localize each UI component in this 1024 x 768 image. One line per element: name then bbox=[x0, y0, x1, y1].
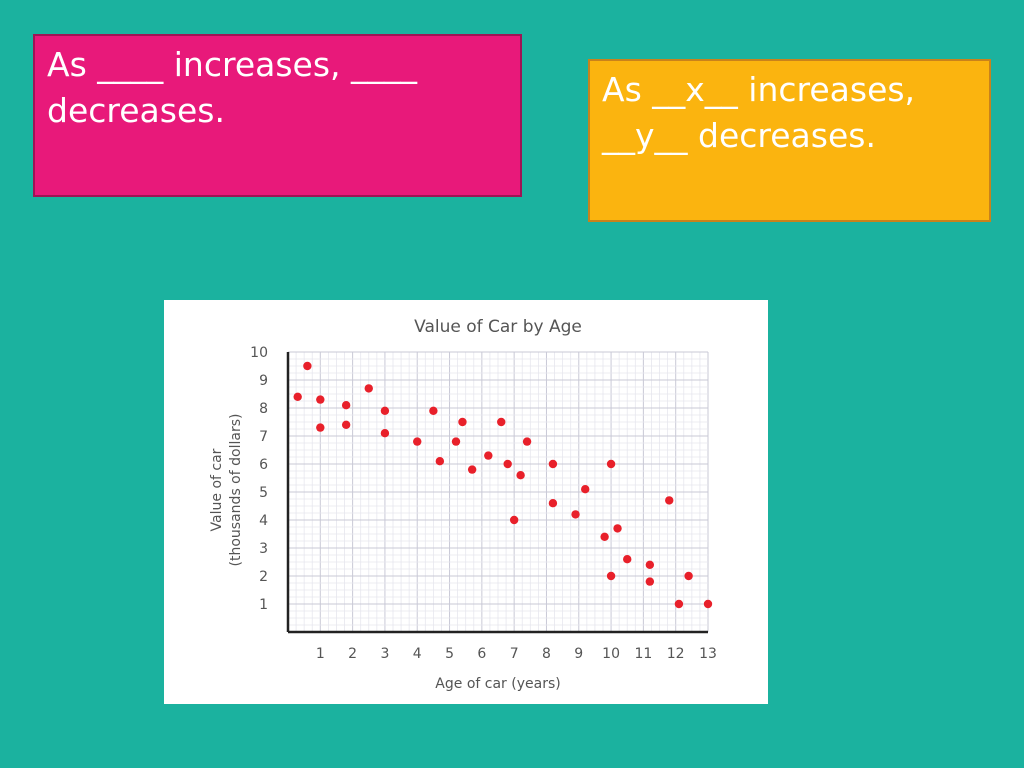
scatter-point bbox=[571, 510, 580, 519]
scatter-point bbox=[645, 577, 655, 586]
prompt-filled-text: As __x__ increases, __y__ decreases. bbox=[602, 70, 916, 155]
scatter-point bbox=[503, 459, 512, 469]
x-tick-label: 5 bbox=[445, 646, 454, 662]
scatter-point bbox=[509, 515, 519, 525]
scatter-point bbox=[316, 423, 325, 432]
scatter-point bbox=[303, 361, 312, 371]
x-tick-label: 3 bbox=[380, 646, 389, 662]
scatter-point bbox=[497, 417, 506, 427]
y-tick-label: 2 bbox=[259, 569, 268, 585]
y-tick-label: 6 bbox=[259, 457, 268, 473]
scatter-point bbox=[380, 406, 390, 415]
scatter-point bbox=[451, 437, 461, 446]
y-tick-label: 5 bbox=[259, 485, 268, 501]
scatter-point bbox=[458, 417, 467, 427]
x-tick-label: 9 bbox=[574, 646, 583, 662]
scatter-point bbox=[674, 599, 684, 609]
scatter-point bbox=[435, 457, 445, 466]
y-axis-label-line2: (thousands of dollars) bbox=[228, 414, 244, 567]
y-tick-label: 4 bbox=[259, 513, 268, 529]
y-tick-label: 1 bbox=[259, 597, 268, 613]
x-tick-label: 4 bbox=[413, 646, 422, 662]
scatter-point bbox=[623, 555, 632, 564]
prompt-filled-sentence: As __x__ increases, __y__ decreases. bbox=[588, 59, 991, 222]
scatter-point bbox=[548, 499, 558, 508]
y-tick-label: 10 bbox=[250, 345, 268, 361]
scatter-chart-panel: 1 2 3 4 5 6 7 8 9 10 11 12 13 1 2 3 4 5 6 7 8 9 10 Value of Ca… bbox=[164, 300, 768, 704]
chart-axes bbox=[286, 352, 708, 634]
x-tick-label: 10 bbox=[602, 646, 620, 662]
scatter-point bbox=[484, 451, 493, 460]
chart-grid bbox=[287, 351, 709, 633]
x-axis-label: Age of car (years) bbox=[435, 676, 560, 692]
x-tick-label: 7 bbox=[510, 646, 519, 662]
x-tick-label: 1 bbox=[316, 646, 325, 662]
scatter-point bbox=[581, 485, 590, 494]
x-tick-label: 12 bbox=[667, 646, 685, 662]
scatter-point bbox=[606, 571, 616, 581]
chart-title: Value of Car by Age bbox=[414, 317, 582, 337]
scatter-point bbox=[522, 437, 532, 446]
prompt-blank-sentence: As ____ increases, ____ decreases. bbox=[33, 34, 522, 197]
scatter-point bbox=[364, 384, 373, 393]
x-tick-label: 13 bbox=[699, 646, 717, 662]
y-tick-label: 9 bbox=[259, 373, 268, 389]
y-tick-label: 7 bbox=[259, 429, 268, 445]
scatter-point bbox=[665, 496, 674, 505]
y-tick-label: 8 bbox=[259, 401, 268, 417]
scatter-point bbox=[703, 599, 713, 609]
y-tick-label: 3 bbox=[259, 541, 268, 557]
x-tick-label: 6 bbox=[477, 646, 486, 662]
scatter-point bbox=[684, 571, 693, 581]
scatter-point bbox=[413, 437, 422, 446]
x-tick-label: 11 bbox=[634, 646, 652, 662]
scatter-point bbox=[645, 560, 655, 569]
scatter-point bbox=[516, 471, 525, 480]
scatter-point bbox=[548, 459, 558, 469]
chart-points bbox=[293, 361, 713, 609]
scatter-point bbox=[341, 420, 351, 429]
scatter-point bbox=[606, 459, 616, 469]
scatter-point bbox=[429, 406, 438, 415]
scatter-point bbox=[341, 401, 351, 410]
scatter-point bbox=[380, 429, 390, 438]
prompt-blank-text: As ____ increases, ____ decreases. bbox=[47, 45, 418, 130]
scatter-point bbox=[467, 465, 477, 474]
scatter-point bbox=[316, 395, 325, 404]
scatter-point bbox=[600, 532, 609, 541]
y-axis-label-line1: Value of car bbox=[209, 448, 225, 531]
scatter-point bbox=[613, 524, 622, 533]
x-tick-label: 2 bbox=[348, 646, 357, 662]
x-tick-label: 8 bbox=[542, 646, 551, 662]
scatter-point bbox=[293, 392, 302, 401]
